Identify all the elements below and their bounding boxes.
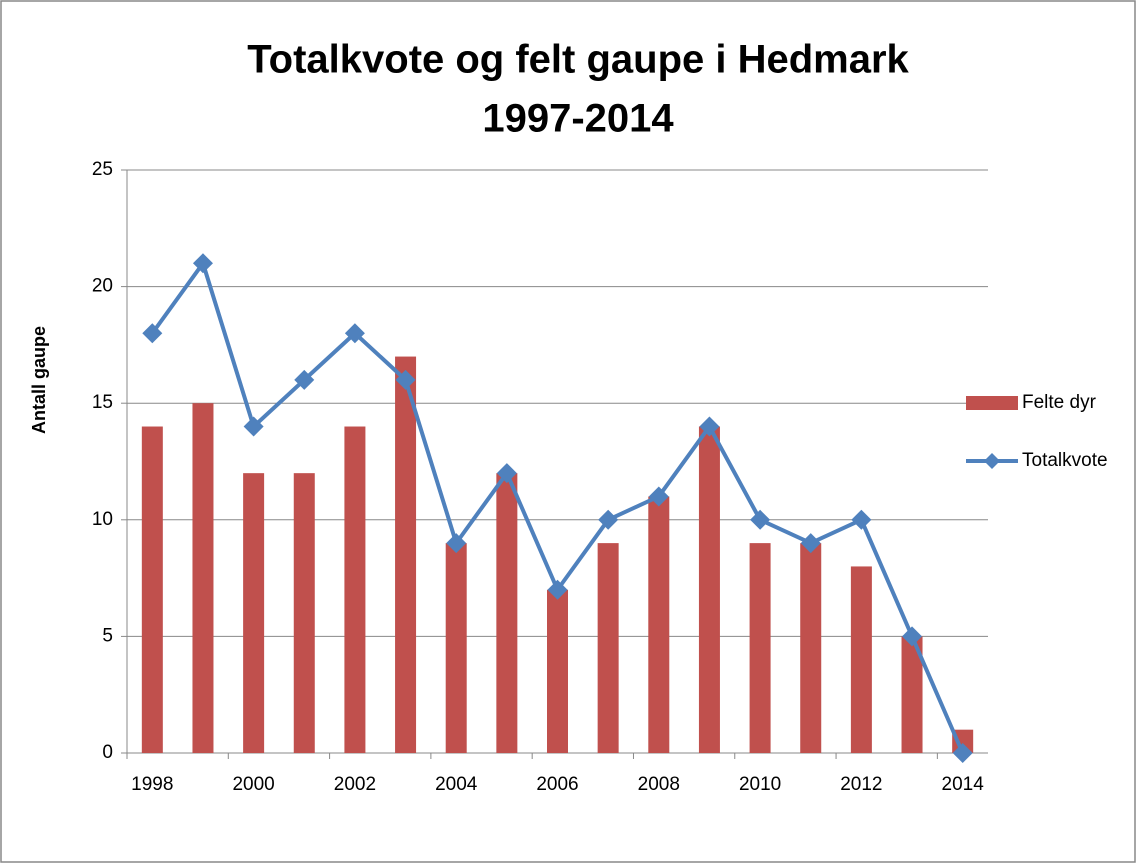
marker	[547, 579, 568, 600]
bar	[243, 473, 265, 753]
bar	[496, 473, 518, 753]
bar	[698, 426, 720, 753]
bar	[192, 403, 214, 753]
marker	[952, 743, 973, 763]
bar	[344, 426, 366, 753]
marker	[699, 416, 720, 437]
legend-swatch	[966, 396, 1018, 410]
marker	[192, 253, 213, 274]
bar	[597, 543, 619, 753]
marker	[446, 533, 467, 554]
x-tick-label: 2004	[435, 774, 478, 795]
x-tick-label: 2014	[942, 774, 985, 795]
marker	[496, 463, 517, 484]
bar	[648, 496, 670, 753]
marker	[395, 369, 416, 390]
marker	[243, 416, 264, 437]
bar	[395, 356, 417, 753]
bar	[141, 426, 163, 753]
y-tick-label: 20	[92, 276, 113, 297]
marker	[800, 533, 821, 554]
y-tick-label: 0	[102, 742, 113, 763]
bar	[901, 636, 923, 753]
x-tick-label: 2000	[232, 774, 274, 795]
y-axis-label: Antall gaupe	[29, 326, 49, 434]
legend-label: Totalkvote	[1022, 450, 1108, 471]
marker	[598, 509, 619, 530]
marker	[294, 369, 315, 390]
x-tick-label: 2006	[536, 774, 578, 795]
marker	[902, 626, 923, 647]
x-tick-label: 2012	[840, 774, 882, 795]
x-tick-label: 1998	[131, 774, 173, 795]
bar	[293, 473, 315, 753]
marker	[648, 486, 669, 507]
chart-title: Totalkvote og felt gaupe i Hedmark	[247, 38, 909, 82]
marker	[142, 323, 163, 344]
x-tick-label: 2008	[638, 774, 680, 795]
x-tick-label: 2010	[739, 774, 781, 795]
y-tick-label: 25	[92, 159, 113, 180]
legend-label: Felte dyr	[1022, 392, 1097, 413]
marker	[344, 323, 365, 344]
y-tick-label: 5	[102, 625, 113, 646]
bar	[445, 543, 467, 753]
bar	[850, 566, 872, 753]
y-tick-label: 10	[92, 509, 113, 530]
bar	[952, 729, 974, 753]
x-tick-label: 2002	[334, 774, 376, 795]
bar	[749, 543, 771, 753]
chart-title: 1997-2014	[482, 97, 674, 141]
y-tick-label: 15	[92, 392, 113, 413]
bar	[800, 543, 822, 753]
marker	[750, 509, 771, 530]
bar	[547, 589, 568, 753]
marker	[851, 509, 872, 530]
legend-swatch	[984, 453, 1000, 469]
